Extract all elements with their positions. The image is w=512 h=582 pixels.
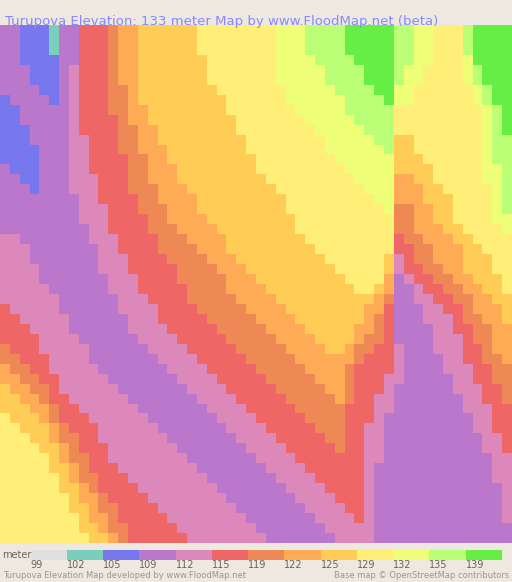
Text: 125: 125 <box>321 560 339 570</box>
Bar <box>465 550 502 560</box>
Text: 139: 139 <box>465 560 484 570</box>
Bar <box>103 550 139 560</box>
Bar <box>31 550 67 560</box>
Text: Turupova Elevation: 133 meter Map by www.FloodMap.net (beta): Turupova Elevation: 133 meter Map by www… <box>5 15 438 27</box>
Text: 105: 105 <box>103 560 122 570</box>
Bar <box>393 550 429 560</box>
Text: 109: 109 <box>139 560 158 570</box>
Bar <box>321 550 357 560</box>
Bar <box>248 550 284 560</box>
Text: 122: 122 <box>284 560 303 570</box>
Bar <box>284 550 321 560</box>
Text: 132: 132 <box>393 560 412 570</box>
Text: 135: 135 <box>429 560 448 570</box>
Text: 112: 112 <box>176 560 194 570</box>
Bar <box>212 550 248 560</box>
Bar <box>429 550 465 560</box>
Bar <box>176 550 212 560</box>
Bar <box>67 550 103 560</box>
Bar <box>139 550 176 560</box>
Text: Turupova Elevation Map developed by www.FloodMap.net: Turupova Elevation Map developed by www.… <box>3 572 246 580</box>
Text: meter: meter <box>3 550 32 560</box>
Text: 99: 99 <box>31 560 43 570</box>
Text: 102: 102 <box>67 560 86 570</box>
Text: 119: 119 <box>248 560 267 570</box>
Text: Base map © OpenStreetMap contributors: Base map © OpenStreetMap contributors <box>334 572 509 580</box>
Text: 115: 115 <box>212 560 230 570</box>
Text: 129: 129 <box>357 560 375 570</box>
Bar <box>357 550 393 560</box>
